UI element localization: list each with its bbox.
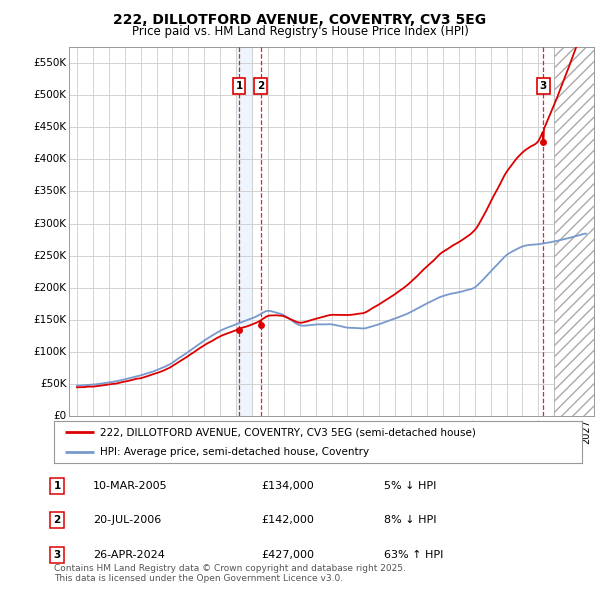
Text: £142,000: £142,000 <box>261 516 314 525</box>
Bar <box>236 47 252 416</box>
Text: 5% ↓ HPI: 5% ↓ HPI <box>384 481 436 491</box>
Text: £250K: £250K <box>33 251 67 261</box>
Text: Price paid vs. HM Land Registry's House Price Index (HPI): Price paid vs. HM Land Registry's House … <box>131 25 469 38</box>
Text: 20-JUL-2006: 20-JUL-2006 <box>93 516 161 525</box>
Text: £50K: £50K <box>40 379 67 389</box>
Text: £450K: £450K <box>33 122 67 132</box>
Text: 1: 1 <box>235 81 242 91</box>
Text: 222, DILLOTFORD AVENUE, COVENTRY, CV3 5EG: 222, DILLOTFORD AVENUE, COVENTRY, CV3 5E… <box>113 13 487 27</box>
Text: Contains HM Land Registry data © Crown copyright and database right 2025.
This d: Contains HM Land Registry data © Crown c… <box>54 563 406 583</box>
Text: £427,000: £427,000 <box>261 550 314 559</box>
Text: £500K: £500K <box>34 90 67 100</box>
Text: 2: 2 <box>257 81 265 91</box>
Text: £350K: £350K <box>33 186 67 196</box>
Bar <box>554 47 594 416</box>
Text: 1: 1 <box>53 481 61 491</box>
Text: 63% ↑ HPI: 63% ↑ HPI <box>384 550 443 559</box>
Text: 26-APR-2024: 26-APR-2024 <box>93 550 165 559</box>
Text: 2: 2 <box>53 516 61 525</box>
Text: 10-MAR-2005: 10-MAR-2005 <box>93 481 167 491</box>
Text: 3: 3 <box>53 550 61 559</box>
Text: £400K: £400K <box>34 155 67 165</box>
Text: £550K: £550K <box>33 58 67 68</box>
Text: £150K: £150K <box>33 314 67 325</box>
Text: £300K: £300K <box>34 218 67 228</box>
Text: 222, DILLOTFORD AVENUE, COVENTRY, CV3 5EG (semi-detached house): 222, DILLOTFORD AVENUE, COVENTRY, CV3 5E… <box>100 427 476 437</box>
Text: £134,000: £134,000 <box>261 481 314 491</box>
Text: HPI: Average price, semi-detached house, Coventry: HPI: Average price, semi-detached house,… <box>100 447 370 457</box>
Text: 8% ↓ HPI: 8% ↓ HPI <box>384 516 437 525</box>
Text: £200K: £200K <box>34 283 67 293</box>
Text: 3: 3 <box>540 81 547 91</box>
Text: £0: £0 <box>53 411 67 421</box>
Text: £100K: £100K <box>34 347 67 357</box>
